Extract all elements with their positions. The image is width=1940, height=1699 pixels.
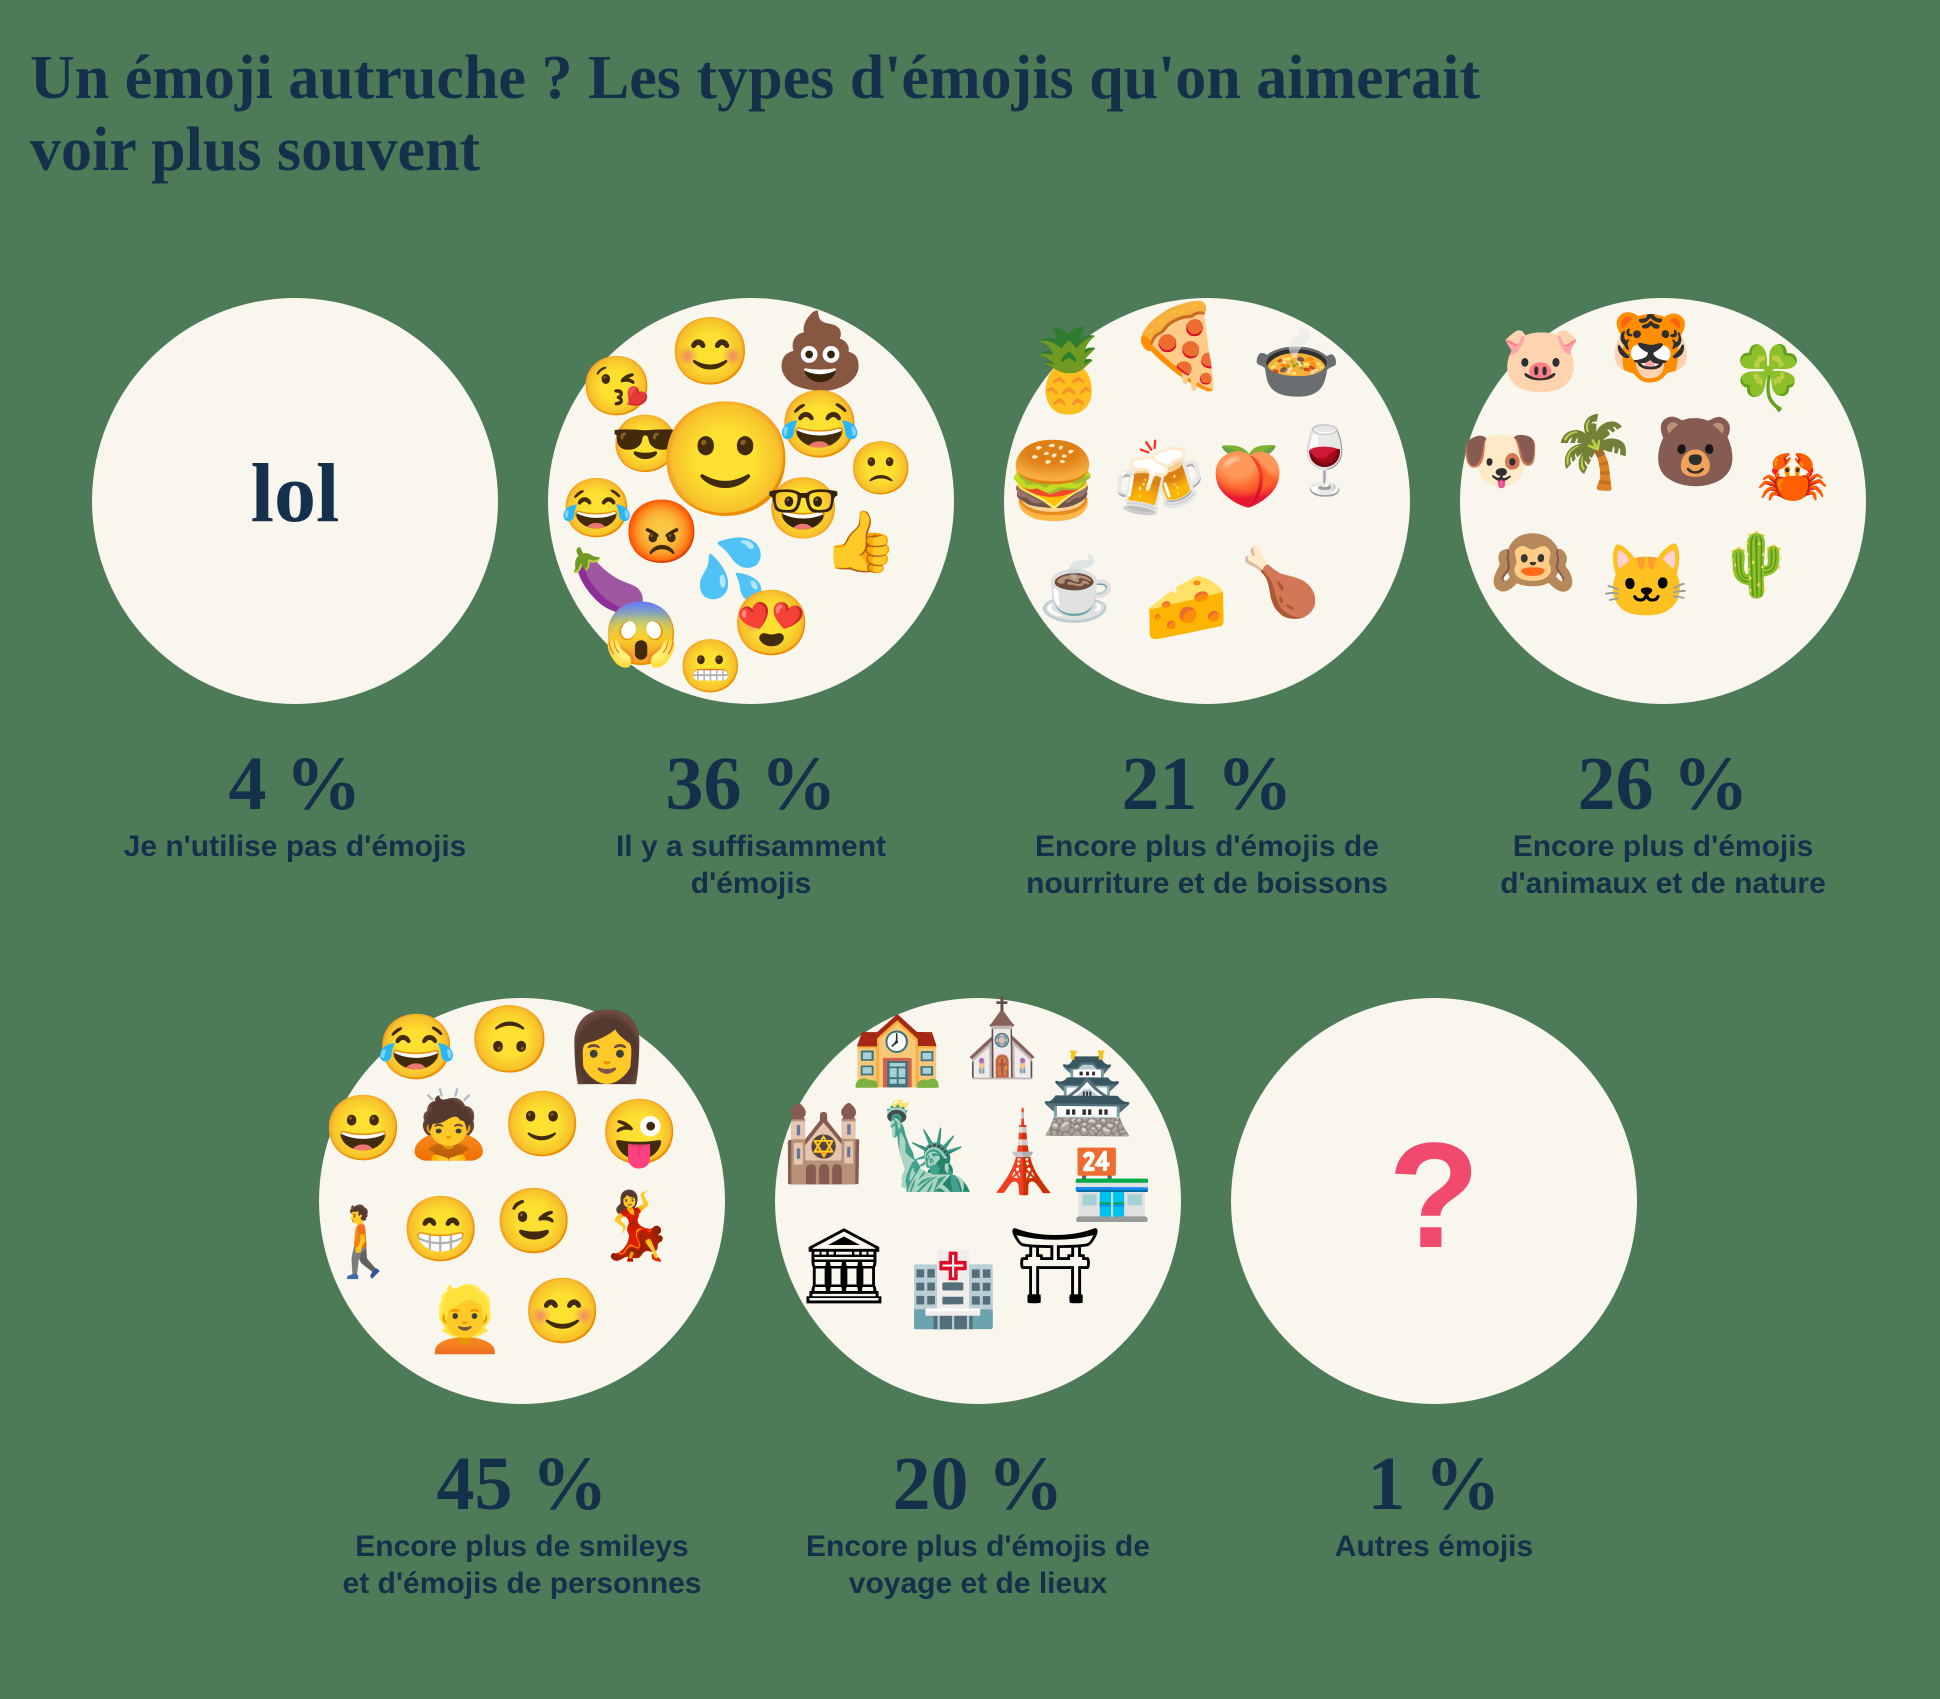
blushing-smile-emoji: 😊 [669,313,752,388]
category-label: Encore plus d'émojis de nourriture et de… [1026,830,1388,900]
percent-value: 45 % [436,1442,608,1526]
lol-text: lol [250,446,340,540]
hamburger-emoji: 🍔 [1006,438,1099,522]
poop-emoji: 💩 [773,308,867,392]
pot-of-food-emoji: 🍲 [1251,322,1342,403]
cat-face-emoji: 🐱 [1601,542,1692,623]
laughing-tears-emoji: 😂 [778,386,862,461]
nerd-face-emoji: 🤓 [766,475,842,543]
laughing-tears-emoji: 😂 [376,1010,457,1083]
circle-smileys-people-emojis: 😂 🙃 👩 😀 🙇 🙂 😜 🚶 😁 😉 💃 👱 😊 [319,998,725,1404]
peach-emoji: 🍑 [1211,443,1284,509]
blond-man-face-emoji: 👱 [425,1282,505,1355]
circle-food-drink-emojis: 🍍 🍕 🍲 🍔 🍻 🍑 🍷 ☕ 🧀 🍗 [1004,298,1410,704]
statue-of-liberty-emoji: 🗽 [878,1102,981,1194]
cheese-emoji: 🧀 [1144,568,1230,645]
grimacing-face-emoji: 😬 [678,638,743,697]
angry-face-emoji: 😡 [623,498,701,568]
frowning-face-emoji: 🙁 [848,439,914,498]
percent-value: 20 % [892,1442,1064,1526]
pizza-emoji: 🍕 [1127,300,1230,392]
dancer-emoji: 💃 [594,1188,677,1263]
circle-other-emojis: ? [1231,998,1637,1404]
category-no-emoji-use: lol 4 % Je n'utilise pas d'émojis [75,298,515,865]
percent-value: 1 % [1367,1442,1501,1526]
category-food-drink-emojis: 🍍 🍕 🍲 🍔 🍻 🍑 🍷 ☕ 🧀 🍗 21 % Encore plus d'émojis de … [987,298,1427,902]
walking-person-emoji: 🚶 [321,1203,406,1280]
clinking-beers-emoji: 🍻 [1110,437,1206,523]
slightly-smiling-face-emoji: 🙂 [502,1087,583,1160]
thumbs-up-emoji: 👍 [823,507,898,575]
heart-eyes-emoji: 😍 [731,586,812,659]
category-other-emojis: ? 1 % Autres émojis [1214,998,1654,1565]
circle-travel-places-emojis: 🏫 ⛪ 🏯 🕍 🗽 🗼 🏪 🏛 🏥 ⛩ [775,998,1181,1404]
cactus-emoji: 🌵 [1717,530,1795,600]
classical-building-emoji: 🏛 [797,1223,891,1307]
big-smiley-emoji: 🙂 [656,397,797,523]
four-leaf-clover-emoji: 🍀 [1729,344,1808,414]
japanese-castle-emoji: 🏯 [1040,1052,1135,1138]
pig-face-emoji: 🐷 [1501,322,1582,395]
tiger-face-emoji: 🐯 [1609,309,1692,384]
wine-glass-emoji: 🍷 [1283,423,1366,498]
winking-tongue-face-emoji: 😜 [599,1095,680,1168]
poultry-leg-emoji: 🍗 [1238,545,1322,620]
circle-no-emoji-use: lol [92,298,498,704]
palm-tree-emoji: 🌴 [1550,413,1638,492]
school-emoji: 🏫 [850,1004,943,1088]
category-label: Je n'utilise pas d'émojis [123,830,467,863]
laughing-tears-2-emoji: 😂 [560,476,633,542]
upside-down-face-emoji: 🙃 [468,1001,551,1076]
category-smileys-people-emojis: 😂 🙃 👩 😀 🙇 🙂 😜 🚶 😁 😉 💃 👱 😊 45 % Encore plus de smiley… [302,998,742,1602]
tokyo-tower-emoji: 🗼 [974,1108,1072,1197]
category-enough-emojis: 😘 😊 💩 😎 😂 🙂 😂 😡 🤓 🙁 🍆 💦 👍 😱 😍 😬 36 % Il y a suffisammen… [531,298,971,902]
blushing-smile-emoji: 😊 [522,1274,603,1347]
shop-emoji: 🏪 [1069,1146,1155,1223]
sweat-drops-emoji: 💦 [694,537,767,603]
sunglasses-face-emoji: 😎 [610,412,681,476]
bowing-person-emoji: 🙇 [407,1086,490,1161]
grinning-face-emoji: 😀 [323,1091,404,1164]
crab-emoji: 🦀 [1756,443,1830,509]
church-emoji: ⛪ [956,996,1049,1080]
percent-value: 21 % [1121,742,1293,826]
question-mark-text: ? [1388,1110,1480,1279]
kissing-heart-emoji: 😘 [580,354,654,420]
torii-gate-emoji: ⛩ [1008,1223,1103,1307]
eggplant-emoji: 🍆 [570,547,648,617]
dog-face-emoji: 🐶 [1460,424,1541,497]
page-title: Un émoji autruche ? Les types d'émojis q… [30,43,1481,184]
beaming-face-emoji: 😁 [400,1193,481,1266]
woman-face-emoji: 👩 [564,1008,650,1085]
percent-value: 4 % [228,742,362,826]
synagogue-emoji: 🕍 [777,1102,870,1186]
circle-enough-emojis: 😘 😊 💩 😎 😂 🙂 😂 😡 🤓 🙁 🍆 💦 👍 😱 😍 😬 [548,298,954,704]
hear-no-evil-monkey-emoji: 🙉 [1490,523,1576,600]
circle-animals-nature-emojis: 🐷 🐯 🍀 🐶 🌴 🐻 🦀 🙉 🐱 🌵 [1460,298,1866,704]
category-label: Encore plus d'émojis de voyage et de lie… [806,1530,1150,1600]
pineapple-emoji: 🍍 [1019,326,1119,416]
category-label: Il y a suffisamment d'émojis [615,830,887,900]
category-label: Encore plus d'émojis d'animaux et de nat… [1500,830,1826,900]
category-travel-places-emojis: 🏫 ⛪ 🏯 🕍 🗽 🗼 🏪 🏛 🏥 ⛩ 20 % Encore plus d'émojis de … [758,998,1198,1602]
bear-face-emoji: 🐻 [1653,414,1738,491]
coffee-emoji: ☕ [1038,555,1116,625]
percent-value: 36 % [665,742,837,826]
hospital-emoji: 🏥 [908,1250,999,1331]
winking-face-emoji: 😉 [494,1185,575,1258]
category-label: Autres émojis [1334,1530,1534,1563]
category-animals-nature-emojis: 🐷 🐯 🍀 🐶 🌴 🐻 🦀 🙉 🐱 🌵 26 % Encore plus d'émojis d'a… [1443,298,1883,902]
percent-value: 26 % [1577,742,1749,826]
category-label: Encore plus de smileys et d'émojis de pe… [342,1530,702,1600]
screaming-face-emoji: 😱 [602,599,680,669]
